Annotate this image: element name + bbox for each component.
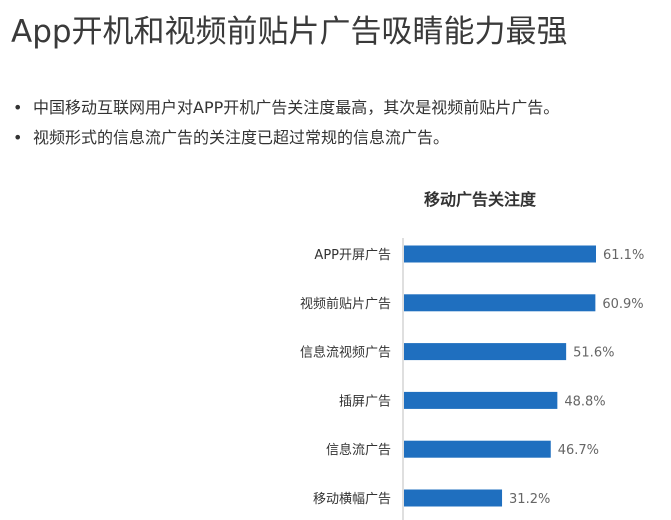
category-label: 信息流广告 bbox=[326, 442, 391, 458]
chart-title: 移动广告关注度 bbox=[423, 190, 536, 209]
category-label: APP开屏广告 bbox=[314, 248, 391, 263]
bullet-dot-icon: • bbox=[13, 98, 23, 117]
value-label: 31.2% bbox=[509, 492, 550, 507]
bar bbox=[404, 343, 567, 361]
bar bbox=[404, 489, 503, 507]
summary-bullet: • 中国移动互联网用户对APP开机广告关注度最高，其次是视频前贴片广告。 bbox=[13, 93, 559, 123]
bar bbox=[404, 440, 551, 458]
category-label: 移动横幅广告 bbox=[313, 492, 391, 507]
bar bbox=[404, 391, 558, 409]
category-label: 信息流视频广告 bbox=[300, 345, 391, 361]
value-label: 60.9% bbox=[602, 297, 643, 312]
value-label: 51.6% bbox=[573, 346, 614, 361]
category-label: 插屏广告 bbox=[339, 394, 391, 409]
summary-bullets: • 中国移动互联网用户对APP开机广告关注度最高，其次是视频前贴片广告。 • 视频形… bbox=[13, 93, 559, 153]
summary-bullet-text: 视频形式的信息流广告的关注度已超过常规的信息流广告。 bbox=[33, 128, 450, 147]
summary-bullet: • 视频形式的信息流广告的关注度已超过常规的信息流广告。 bbox=[13, 123, 559, 153]
value-label: 46.7% bbox=[558, 443, 599, 458]
value-label: 61.1% bbox=[603, 248, 644, 263]
bar bbox=[404, 294, 596, 312]
category-label: 视频前贴片广告 bbox=[300, 296, 391, 312]
bullet-dot-icon: • bbox=[13, 128, 23, 147]
bar bbox=[404, 245, 596, 263]
summary-bullet-text: 中国移动互联网用户对APP开机广告关注度最高，其次是视频前贴片广告。 bbox=[33, 98, 560, 117]
value-label: 48.8% bbox=[564, 394, 605, 409]
page-title: App开机和视频前贴片广告吸睛能力最强 bbox=[11, 14, 568, 50]
